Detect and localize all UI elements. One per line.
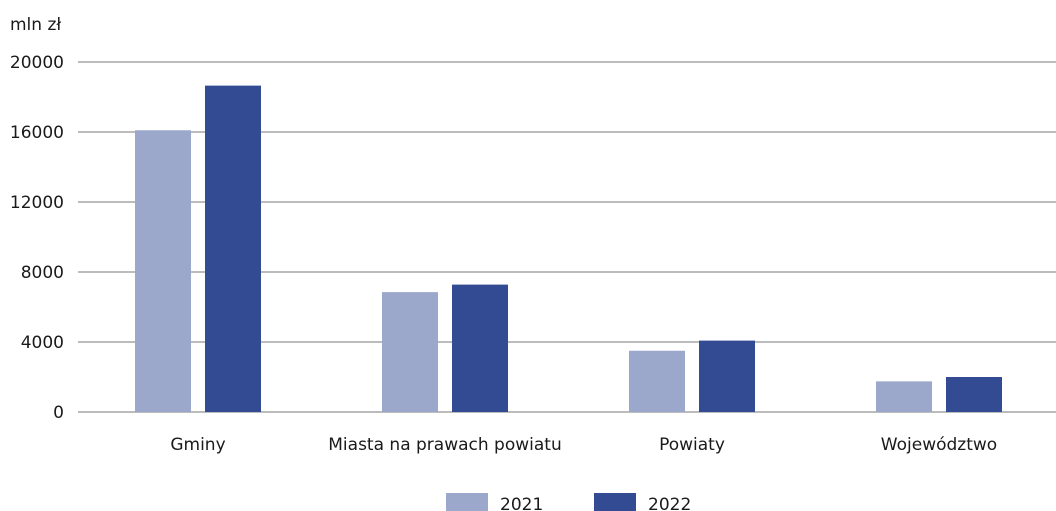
legend-label: 2021 bbox=[500, 495, 543, 511]
y-axis-unit-label: mln zł bbox=[10, 15, 61, 35]
bar-2022-1 bbox=[452, 284, 508, 412]
bar-2022-2 bbox=[699, 340, 755, 412]
x-category-label: Miasta na prawach powiatu bbox=[328, 435, 561, 455]
bar-2022-3 bbox=[946, 377, 1002, 412]
bar-2021-2 bbox=[629, 350, 685, 412]
y-axis-ticks: 0 4000 8000 12000 16000 20000 bbox=[10, 53, 64, 423]
legend-swatch-2021 bbox=[446, 493, 488, 511]
y-tick-label: 4000 bbox=[21, 333, 64, 353]
x-category-label: Gminy bbox=[170, 435, 225, 455]
y-tick-label: 12000 bbox=[10, 193, 64, 213]
x-axis-categories: Gminy Miasta na prawach powiatu Powiaty Woj… bbox=[170, 435, 997, 455]
legend-swatch-2022 bbox=[594, 493, 636, 511]
x-category-label: Powiaty bbox=[659, 435, 725, 455]
y-tick-label: 0 bbox=[53, 403, 64, 423]
y-tick-label: 16000 bbox=[10, 123, 64, 143]
bar-2021-0 bbox=[135, 130, 191, 412]
bar-2021-3 bbox=[876, 381, 932, 412]
bar-2022-0 bbox=[205, 85, 261, 412]
legend: 2021 2022 bbox=[446, 493, 691, 511]
y-tick-label: 8000 bbox=[21, 263, 64, 283]
x-category-label: Województwo bbox=[881, 435, 997, 455]
y-tick-label: 20000 bbox=[10, 53, 64, 73]
bars bbox=[135, 85, 1002, 412]
legend-label: 2022 bbox=[648, 495, 691, 511]
bar-2021-1 bbox=[382, 292, 438, 412]
